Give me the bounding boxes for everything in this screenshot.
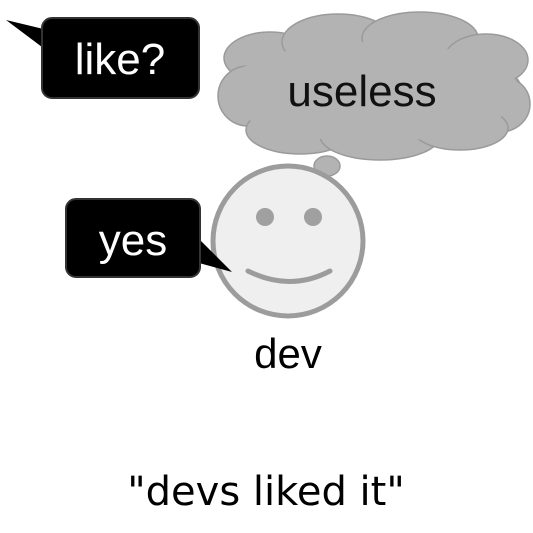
character-name: dev — [254, 330, 322, 377]
caption: "devs liked it" — [127, 469, 405, 515]
thought-cloud: useless — [217, 11, 531, 189]
thought-cloud-text: useless — [287, 67, 436, 116]
smiley-face-icon — [210, 163, 366, 319]
face-right-eye — [304, 208, 322, 226]
speech-bubble-answer-text: yes — [99, 216, 167, 265]
face-smile — [245, 268, 333, 284]
speech-bubble-question: like? — [6, 17, 200, 99]
speech-bubble-question-text: like? — [75, 35, 166, 84]
speech-bubble-question-box — [41, 17, 200, 99]
speech-bubble-answer-box — [65, 198, 201, 278]
face-outline — [210, 163, 366, 319]
thought-cloud-core — [224, 42, 520, 142]
face-left-eye — [256, 208, 274, 226]
speech-bubble-answer: yes — [65, 198, 232, 278]
